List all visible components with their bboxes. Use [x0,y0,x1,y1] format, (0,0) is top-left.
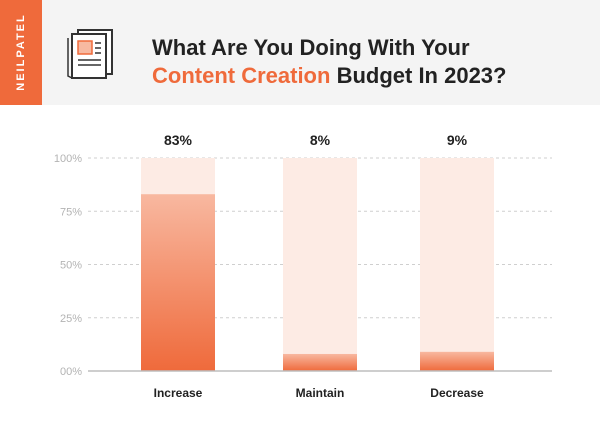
y-tick-label: 25% [60,313,82,325]
y-tick-label: 00% [60,366,82,378]
newspaper-icon [67,29,113,79]
header: NEILPATEL What Are You Doing With Your C… [0,0,600,105]
y-tick-label: 50% [60,260,82,272]
bar-chart: 00% 25% 50% 75% 100% 83% Increase 8% Maintain 9% D… [54,132,552,400]
x-tick-label: Increase [154,386,203,400]
y-tick-label: 100% [54,153,82,165]
title-highlight: Content Creation [152,63,331,88]
bar [141,194,215,371]
title-line-2: Content Creation Budget In 2023? [152,62,582,90]
title-line-1: What Are You Doing With Your [152,35,470,60]
x-tick-label: Maintain [296,386,345,400]
bar-track [283,158,357,371]
chart-title: What Are You Doing With Your Content Cre… [152,34,582,90]
x-tick-label: Decrease [430,386,484,400]
bar [420,351,494,371]
title-rest: Budget In 2023? [330,63,507,88]
y-tick-label: 75% [60,206,82,218]
brand-bar: NEILPATEL [0,0,42,105]
data-label: 9% [447,132,468,148]
data-label: 83% [164,132,193,148]
brand-logo: NEILPATEL [15,13,27,91]
bar-track [420,158,494,371]
data-label: 8% [310,132,331,148]
bar [283,353,357,371]
